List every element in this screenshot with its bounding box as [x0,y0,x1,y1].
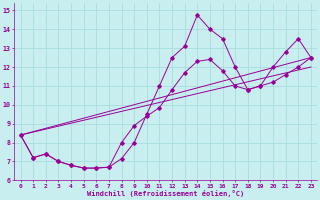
X-axis label: Windchill (Refroidissement éolien,°C): Windchill (Refroidissement éolien,°C) [87,190,244,197]
